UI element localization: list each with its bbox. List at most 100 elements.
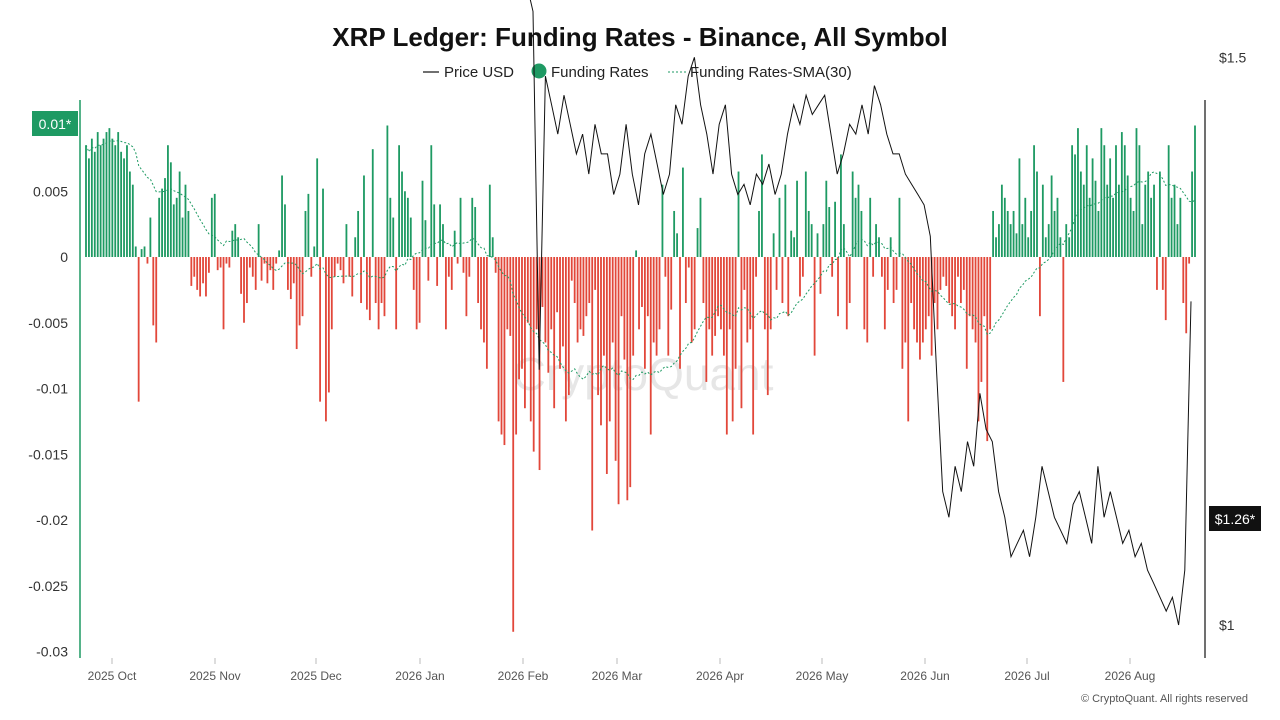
- funding-bar: [503, 257, 506, 446]
- funding-bar: [883, 257, 886, 330]
- funding-bar: [169, 162, 172, 257]
- funding-bar: [1021, 224, 1024, 258]
- funding-bar: [292, 257, 295, 284]
- funding-bar: [1079, 171, 1082, 257]
- funding-bar: [389, 197, 392, 257]
- funding-bar: [632, 257, 635, 356]
- funding-bar: [257, 224, 260, 258]
- funding-bar: [360, 257, 362, 304]
- funding-bar: [357, 210, 360, 257]
- funding-bar: [117, 132, 120, 257]
- funding-bar: [658, 257, 661, 330]
- funding-bar: [962, 257, 965, 290]
- legend-funding-label: Funding Rates: [551, 64, 649, 81]
- funding-bar: [1135, 128, 1138, 257]
- funding-bar: [661, 184, 664, 257]
- funding-bar: [693, 257, 696, 330]
- funding-bar: [515, 257, 518, 435]
- funding-bar: [462, 257, 465, 273]
- funding-bar: [904, 257, 907, 343]
- funding-bar: [497, 257, 500, 422]
- funding-bar: [825, 180, 828, 257]
- funding-bar: [447, 257, 450, 277]
- funding-bar: [1077, 128, 1079, 257]
- funding-bar: [333, 257, 336, 277]
- funding-bar: [766, 257, 769, 396]
- funding-bar: [374, 257, 377, 304]
- funding-bar: [761, 154, 763, 257]
- funding-bar: [131, 184, 134, 257]
- funding-bar: [860, 210, 863, 257]
- funding-bar: [711, 257, 714, 356]
- funding-bar: [828, 207, 831, 257]
- funding-bar: [1112, 197, 1114, 257]
- funding-bar: [471, 197, 474, 257]
- funding-bar: [793, 237, 796, 257]
- funding-bar: [848, 257, 851, 304]
- left-tick-label: -0.01: [36, 381, 68, 397]
- funding-bar: [673, 210, 676, 257]
- funding-current-badge: 0.01*: [32, 111, 78, 136]
- funding-bar: [638, 257, 640, 330]
- funding-bar: [137, 257, 140, 402]
- funding-bar: [155, 257, 158, 343]
- funding-bar: [989, 257, 992, 330]
- funding-bar: [541, 257, 544, 307]
- funding-bar: [442, 224, 444, 258]
- funding-bar: [980, 257, 983, 382]
- funding-bar: [488, 184, 491, 257]
- funding-bar: [708, 257, 711, 330]
- funding-bar: [1144, 184, 1147, 257]
- funding-bar: [1033, 145, 1035, 257]
- funding-bar: [605, 257, 608, 474]
- funding-bar: [415, 257, 418, 330]
- x-tick-label: 2026 Feb: [498, 669, 549, 683]
- funding-bar: [377, 257, 380, 330]
- funding-bar: [152, 257, 155, 326]
- funding-bar: [617, 257, 620, 505]
- funding-bar: [439, 204, 441, 257]
- funding-bar: [740, 257, 743, 409]
- funding-bar: [483, 257, 485, 343]
- funding-bar: [366, 257, 368, 310]
- x-tick-label: 2026 Apr: [696, 669, 744, 683]
- funding-bar: [187, 210, 190, 257]
- funding-bar: [406, 197, 409, 257]
- funding-bar: [310, 257, 313, 277]
- funding-bar: [626, 257, 629, 501]
- funding-bar: [725, 257, 728, 435]
- funding-bar: [418, 257, 421, 323]
- funding-bar: [702, 257, 705, 304]
- funding-bar: [465, 257, 468, 317]
- funding-bar: [298, 257, 301, 326]
- funding-bar: [643, 257, 646, 369]
- funding-bar: [521, 257, 523, 369]
- x-tick-label: 2026 Jun: [900, 669, 949, 683]
- funding-bar: [1179, 197, 1182, 257]
- funding-bar: [196, 257, 199, 290]
- funding-bar: [722, 257, 725, 356]
- x-tick-label: 2026 Aug: [1105, 669, 1156, 683]
- funding-bar: [301, 257, 304, 317]
- funding-bar: [734, 257, 737, 369]
- funding-bar: [714, 257, 717, 336]
- funding-bar: [275, 257, 278, 264]
- funding-bar: [834, 201, 836, 257]
- funding-bar: [842, 224, 845, 258]
- funding-bar: [313, 246, 316, 257]
- funding-bar: [228, 257, 231, 268]
- funding-bar: [547, 257, 550, 373]
- funding-bar: [1120, 132, 1123, 257]
- funding-bar: [433, 204, 436, 257]
- funding-bar: [635, 250, 638, 257]
- funding-bar: [526, 257, 529, 323]
- funding-bar: [1009, 224, 1012, 258]
- legend-funding-swatch: [531, 63, 547, 79]
- funding-bar: [143, 246, 146, 257]
- funding-bar: [670, 257, 673, 310]
- funding-bar: [816, 233, 819, 257]
- funding-bar: [775, 257, 778, 290]
- funding-bar: [573, 257, 576, 304]
- funding-bar: [480, 257, 482, 330]
- funding-bar: [831, 257, 834, 277]
